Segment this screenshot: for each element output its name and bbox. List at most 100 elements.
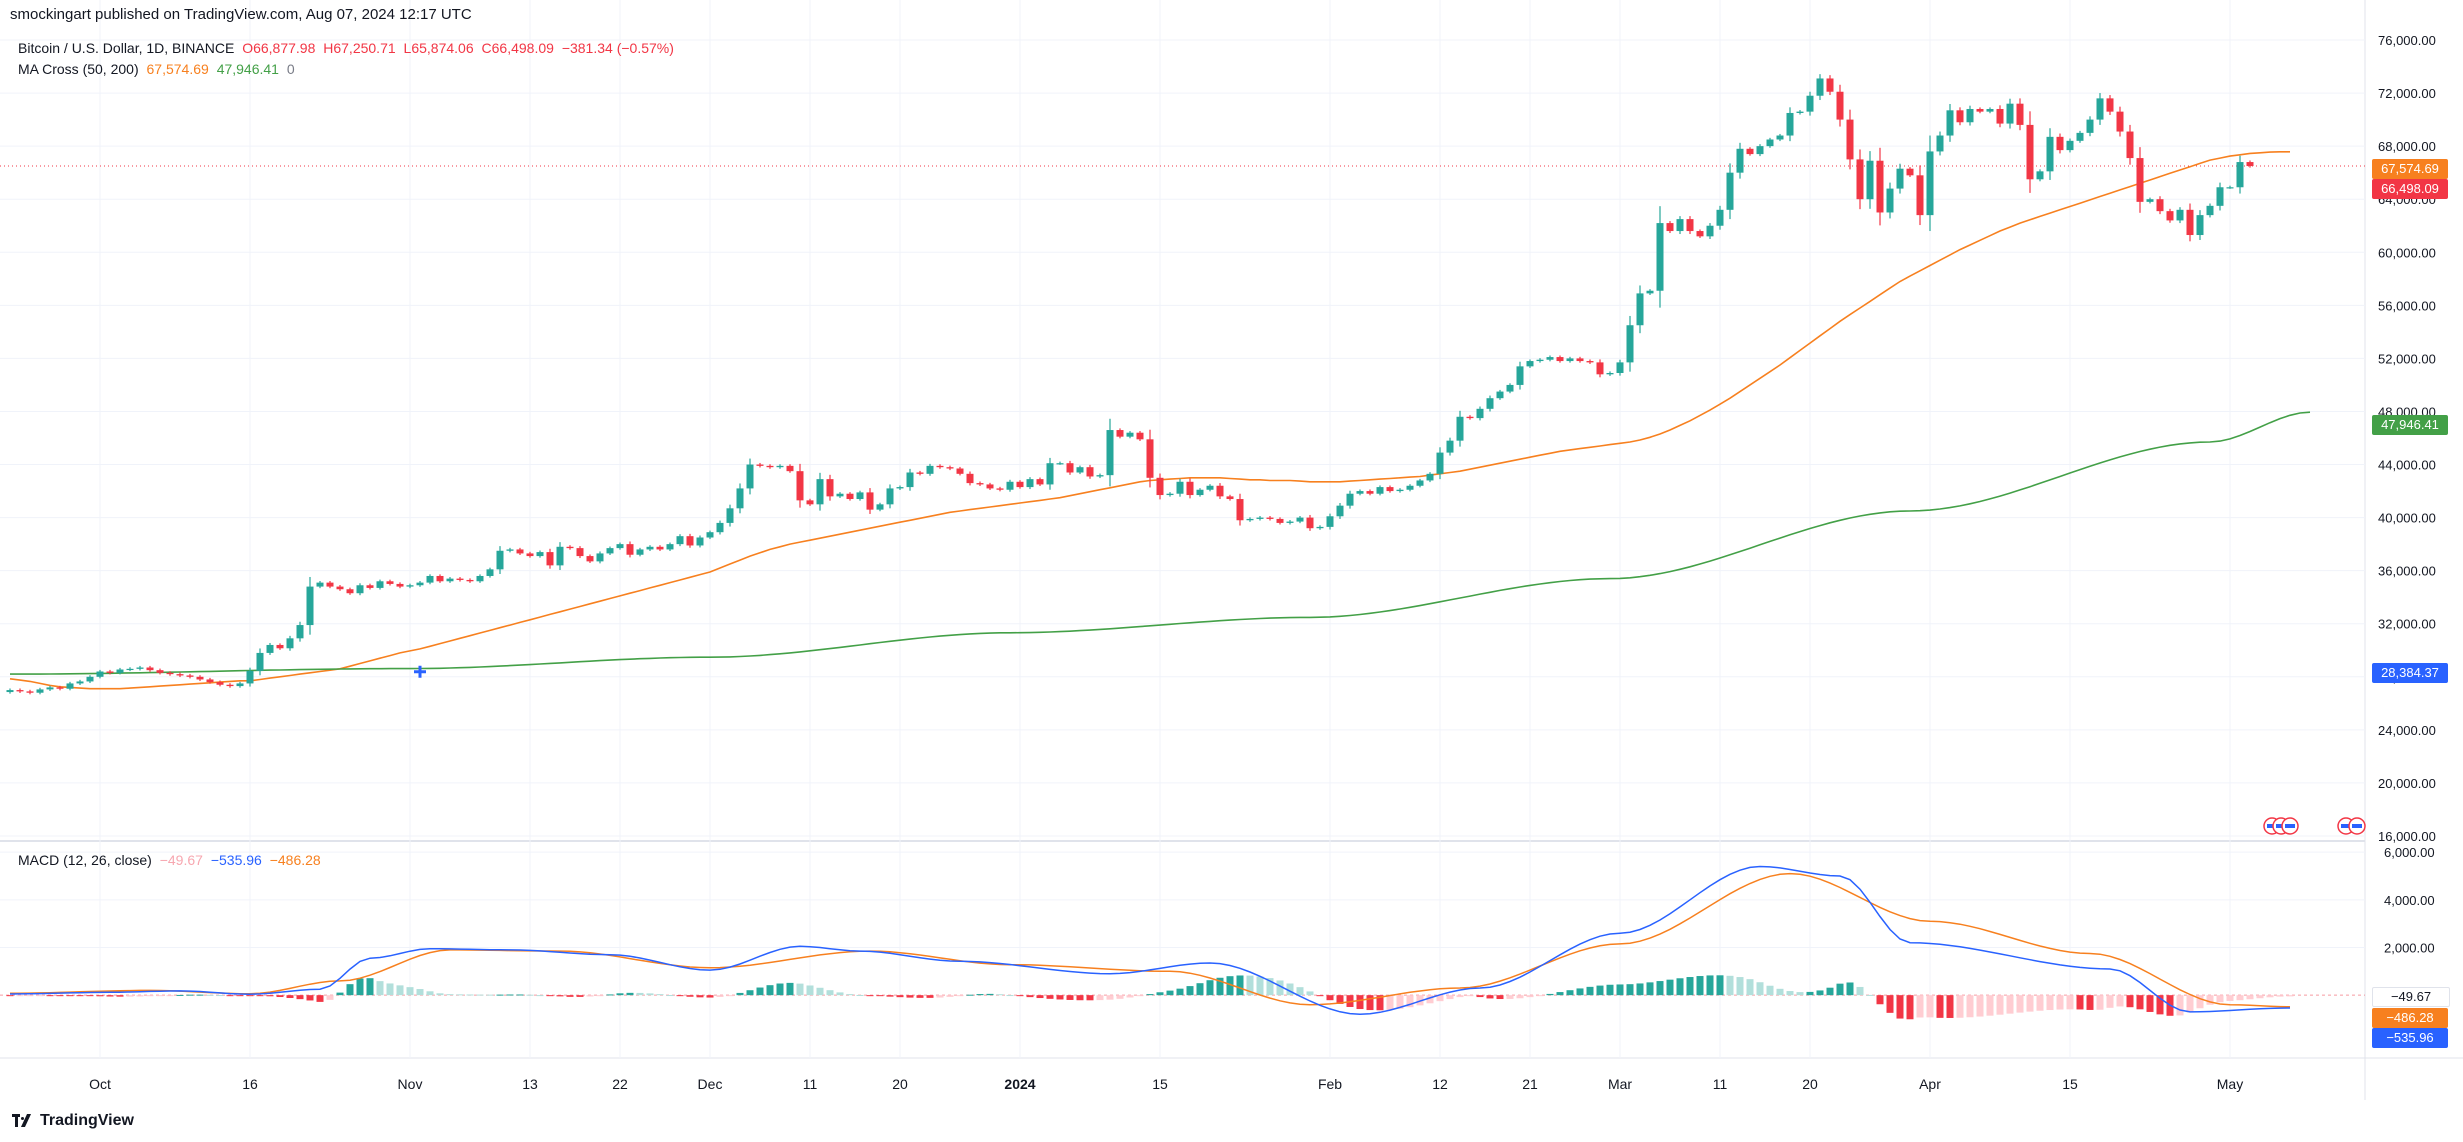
- event-flag-stripe: [2285, 824, 2295, 828]
- candle-up: [886, 488, 894, 505]
- candle-down: [656, 546, 664, 550]
- macd-histogram-bar: [86, 995, 94, 997]
- macd-histogram-bar: [1186, 986, 1194, 996]
- macd-histogram-bar: [556, 995, 564, 997]
- candle-down: [1916, 175, 1924, 216]
- macd-histogram-bar: [366, 978, 374, 996]
- macd-histogram-bar: [1086, 995, 1094, 1001]
- macd-histogram-bar: [786, 982, 794, 996]
- candle-down: [396, 583, 404, 587]
- candle-down: [366, 585, 374, 588]
- macd-histogram-bar: [1156, 992, 1164, 996]
- macd-histogram-bar: [1026, 995, 1034, 998]
- time-tick-label: 13: [522, 1076, 538, 1092]
- macd-hist-tag: −49.67: [2372, 987, 2450, 1007]
- time-tick-label: Dec: [698, 1076, 723, 1092]
- candle-down: [2126, 131, 2134, 159]
- macd-histogram-bar: [926, 995, 934, 998]
- candle-up: [2216, 187, 2224, 206]
- macd-histogram-bar: [446, 994, 454, 996]
- candle-down: [1086, 467, 1094, 477]
- macd-histogram-bar: [586, 995, 594, 997]
- candle-up: [1166, 493, 1174, 496]
- candle-up: [1676, 219, 1684, 232]
- macd-histogram-bar: [1036, 995, 1044, 999]
- macd-histogram-bar: [286, 995, 294, 998]
- candle-up: [1726, 172, 1734, 210]
- candle-down: [956, 468, 964, 474]
- macd-histogram-bar: [156, 995, 164, 997]
- macd-line-tag: −535.96: [2372, 1028, 2448, 1048]
- ma-legend-title[interactable]: MA Cross (50, 200): [18, 61, 139, 77]
- macd-histogram-bar: [186, 994, 194, 996]
- macd-histogram-bar: [406, 987, 414, 996]
- candle-up: [1456, 416, 1464, 441]
- macd-histogram-bar: [426, 991, 434, 996]
- ma-legend[interactable]: MA Cross (50, 200) 67,574.69 47,946.41 0: [18, 61, 299, 77]
- candle-down: [156, 670, 164, 673]
- candle-up: [66, 683, 74, 689]
- candle-up: [616, 544, 624, 549]
- candle-up: [1326, 516, 1334, 527]
- candle-up: [316, 582, 324, 587]
- macd-histogram-bar: [96, 995, 104, 997]
- macd-histogram-bar: [216, 995, 224, 997]
- candle-up: [2176, 209, 2184, 221]
- macd-histogram-bar: [646, 993, 654, 996]
- macd-histogram-bar: [1456, 995, 1464, 998]
- macd-histogram-bar: [56, 995, 64, 997]
- macd-histogram-bar: [2056, 995, 2064, 1010]
- candle-up: [1006, 481, 1014, 490]
- ma200-line: [10, 411, 2311, 675]
- macd-histogram-bar: [1756, 982, 1764, 996]
- macd-tick-label: 4,000.00: [2384, 893, 2435, 908]
- macd-histogram-bar: [746, 990, 754, 996]
- macd-histogram-bar: [2226, 995, 2234, 1001]
- candle-up: [356, 585, 364, 594]
- candle-up: [726, 508, 734, 523]
- macd-histogram-bar: [526, 994, 534, 996]
- candle-up: [2146, 199, 2154, 202]
- macd-histogram-bar: [1596, 985, 1604, 996]
- candle-down: [1586, 361, 1594, 363]
- symbol-line[interactable]: Bitcoin / U.S. Dollar, 1D, BINANCE O66,8…: [18, 40, 678, 56]
- macd-histogram-bar: [1626, 984, 1634, 996]
- macd-histogram-bar: [456, 994, 464, 996]
- price-tick-label: 76,000.00: [2378, 33, 2436, 48]
- macd-histogram-bar: [1336, 995, 1344, 1004]
- macd-histogram-bar: [116, 995, 124, 997]
- candle-up: [1656, 223, 1664, 291]
- candle-up: [1626, 325, 1634, 363]
- candle-down: [1876, 160, 1884, 213]
- candle-up: [1296, 517, 1304, 522]
- candle-down: [2136, 158, 2144, 202]
- symbol-title[interactable]: Bitcoin / U.S. Dollar, 1D, BINANCE: [18, 40, 235, 56]
- candle-down: [1556, 357, 1564, 362]
- macd-histogram-bar: [886, 995, 894, 997]
- tradingview-footer[interactable]: TradingView: [12, 1112, 134, 1130]
- candle-down: [216, 682, 224, 685]
- candle-down: [196, 676, 204, 680]
- macd-histogram-bar: [346, 984, 354, 996]
- macd-histogram-bar: [2236, 995, 2244, 1001]
- candle-up: [1806, 95, 1814, 112]
- macd-histogram-bar: [2096, 995, 2104, 1010]
- macd-legend[interactable]: MACD (12, 26, close) −49.67 −535.96 −486…: [18, 852, 325, 868]
- candle-up: [2206, 205, 2214, 216]
- macd-histogram-bar: [2066, 995, 2074, 1010]
- macd-histogram-bar: [1276, 980, 1284, 996]
- macd-histogram-bar: [1546, 993, 1554, 996]
- macd-histogram-bar: [1956, 995, 1964, 1018]
- candle-up: [116, 669, 124, 673]
- candle-down: [146, 667, 154, 671]
- macd-histogram-bar: [1406, 995, 1414, 1008]
- macd-histogram-bar: [1376, 995, 1384, 1011]
- price-tick-label: 32,000.00: [2378, 617, 2436, 632]
- macd-histogram-bar: [386, 983, 394, 996]
- macd-histogram-bar: [1806, 991, 1814, 996]
- candle-down: [2106, 98, 2114, 112]
- candle-down: [1016, 481, 1024, 488]
- macd-legend-title[interactable]: MACD (12, 26, close): [18, 852, 152, 868]
- time-axis[interactable]: Oct 16 Nov 13 22 Dec 11 20 2024 15 Feb 12 21 Mar 11 20 A…: [89, 1076, 2243, 1092]
